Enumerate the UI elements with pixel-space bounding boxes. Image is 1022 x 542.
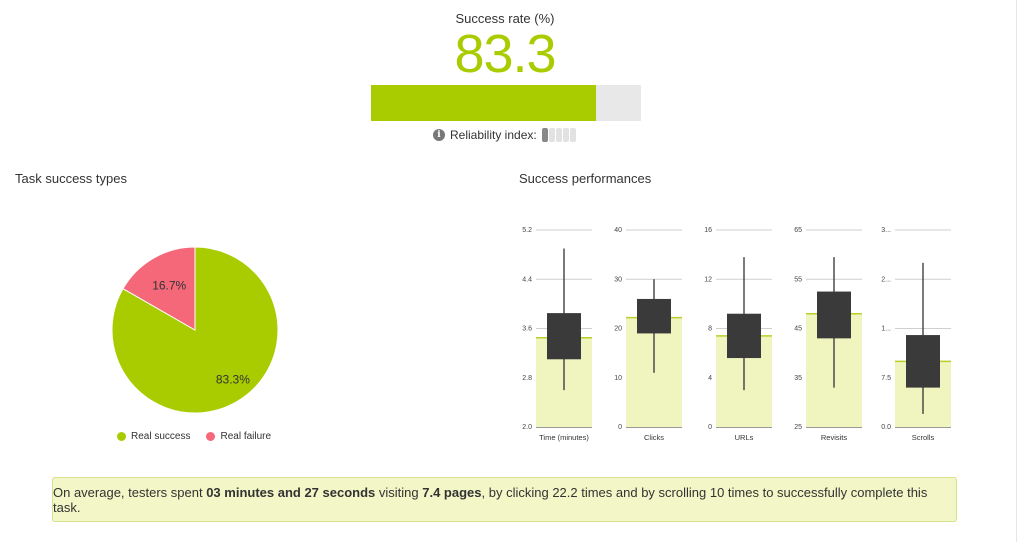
y-tick-label: 0.0	[881, 424, 891, 431]
box[interactable]	[547, 313, 581, 360]
summary-time: 03 minutes and 27 seconds	[206, 484, 376, 500]
legend-dot-success	[117, 432, 126, 441]
y-tick-label: 45	[794, 326, 802, 333]
x-axis-label: Scrolls	[912, 433, 935, 442]
summary-part: On average, testers spent	[53, 484, 207, 500]
success-rate-bar	[371, 85, 641, 121]
legend-item-success[interactable]: Real success	[117, 431, 190, 442]
summary-box: On average, testers spent 03 minutes and…	[52, 477, 957, 522]
y-tick-label: 8	[708, 326, 712, 333]
box-panel: 2.0 2.8 3.6 4.4 5.2 Time (minutes)	[522, 227, 592, 442]
success-rate-bar-fill	[371, 85, 596, 121]
pie-chart: 83.3% 16.7%	[111, 246, 279, 414]
y-tick-label: 40	[614, 227, 622, 234]
box-panel: 0.0 7.5 1... 2... 3... Scrolls	[881, 227, 951, 442]
y-tick-label: 2...	[881, 276, 891, 283]
box[interactable]	[817, 291, 851, 339]
pie-label-success: 83.3%	[216, 373, 250, 387]
x-axis-label: Revisits	[821, 433, 848, 442]
y-tick-label: 5.2	[522, 227, 532, 234]
y-tick-label: 35	[794, 375, 802, 382]
legend-item-failure[interactable]: Real failure	[206, 431, 271, 442]
success-rate-value: 83.3	[454, 24, 556, 84]
summary-part: , by clicking 22.2 times and by scrollin…	[53, 484, 928, 515]
y-tick-label: 10	[614, 375, 622, 382]
y-tick-label: 7.5	[881, 375, 891, 382]
reliability-segment	[548, 128, 555, 142]
box[interactable]	[906, 335, 940, 388]
box[interactable]	[637, 298, 671, 334]
performance-chart-title: Success performances	[519, 171, 652, 186]
reliability-segment	[562, 128, 569, 142]
y-tick-label: 25	[794, 424, 802, 431]
x-axis-label: URLs	[735, 433, 754, 442]
summary-pages: 7.4 pages	[422, 484, 482, 500]
pie-legend: Real success Real failure	[117, 431, 287, 442]
reliability-meter	[541, 128, 577, 142]
y-tick-label: 2.8	[522, 375, 532, 382]
pie-label-failure: 16.7%	[152, 278, 186, 292]
y-tick-label: 3.6	[522, 326, 532, 333]
legend-label-success: Real success	[131, 431, 191, 442]
reliability-segment	[555, 128, 562, 142]
y-tick-label: 20	[614, 326, 622, 333]
box-panel: 25 35 45 55 65 Revisits	[794, 227, 862, 442]
y-tick-label: 12	[704, 276, 712, 283]
y-tick-label: 55	[794, 276, 802, 283]
x-axis-label: Clicks	[644, 433, 664, 442]
box-panel: 0 10 20 30 40 Clicks	[614, 227, 682, 442]
info-icon[interactable]: i	[433, 129, 445, 141]
y-tick-label: 16	[704, 227, 712, 234]
y-tick-label: 65	[794, 227, 802, 234]
x-axis-label: Time (minutes)	[539, 433, 589, 442]
legend-label-failure: Real failure	[220, 431, 272, 442]
box-panel: 0 4 8 12 16 URLs	[704, 227, 772, 442]
y-tick-label: 2.0	[522, 424, 532, 431]
y-tick-label: 4.4	[522, 276, 532, 283]
reliability-label: Reliability index:	[450, 128, 537, 142]
y-tick-label: 30	[614, 276, 622, 283]
success-rate-label: Success rate (%)	[455, 11, 555, 26]
summary-text: On average, testers spent 03 minutes and…	[53, 485, 956, 515]
legend-dot-failure	[206, 432, 216, 441]
summary-part: visiting	[375, 484, 423, 500]
y-tick-label: 3...	[881, 227, 891, 234]
y-tick-label: 0	[618, 424, 622, 431]
pie-slice-failure[interactable]	[122, 246, 196, 331]
reliability-segment	[541, 128, 548, 142]
reliability-segment	[569, 128, 576, 142]
right-divider	[1016, 0, 1017, 542]
reliability-index: i Reliability index:	[433, 127, 577, 143]
y-tick-label: 0	[708, 424, 712, 431]
y-tick-label: 1...	[881, 326, 891, 333]
y-tick-label: 4	[708, 375, 712, 382]
box[interactable]	[727, 313, 761, 359]
pie-chart-title: Task success types	[15, 171, 127, 186]
